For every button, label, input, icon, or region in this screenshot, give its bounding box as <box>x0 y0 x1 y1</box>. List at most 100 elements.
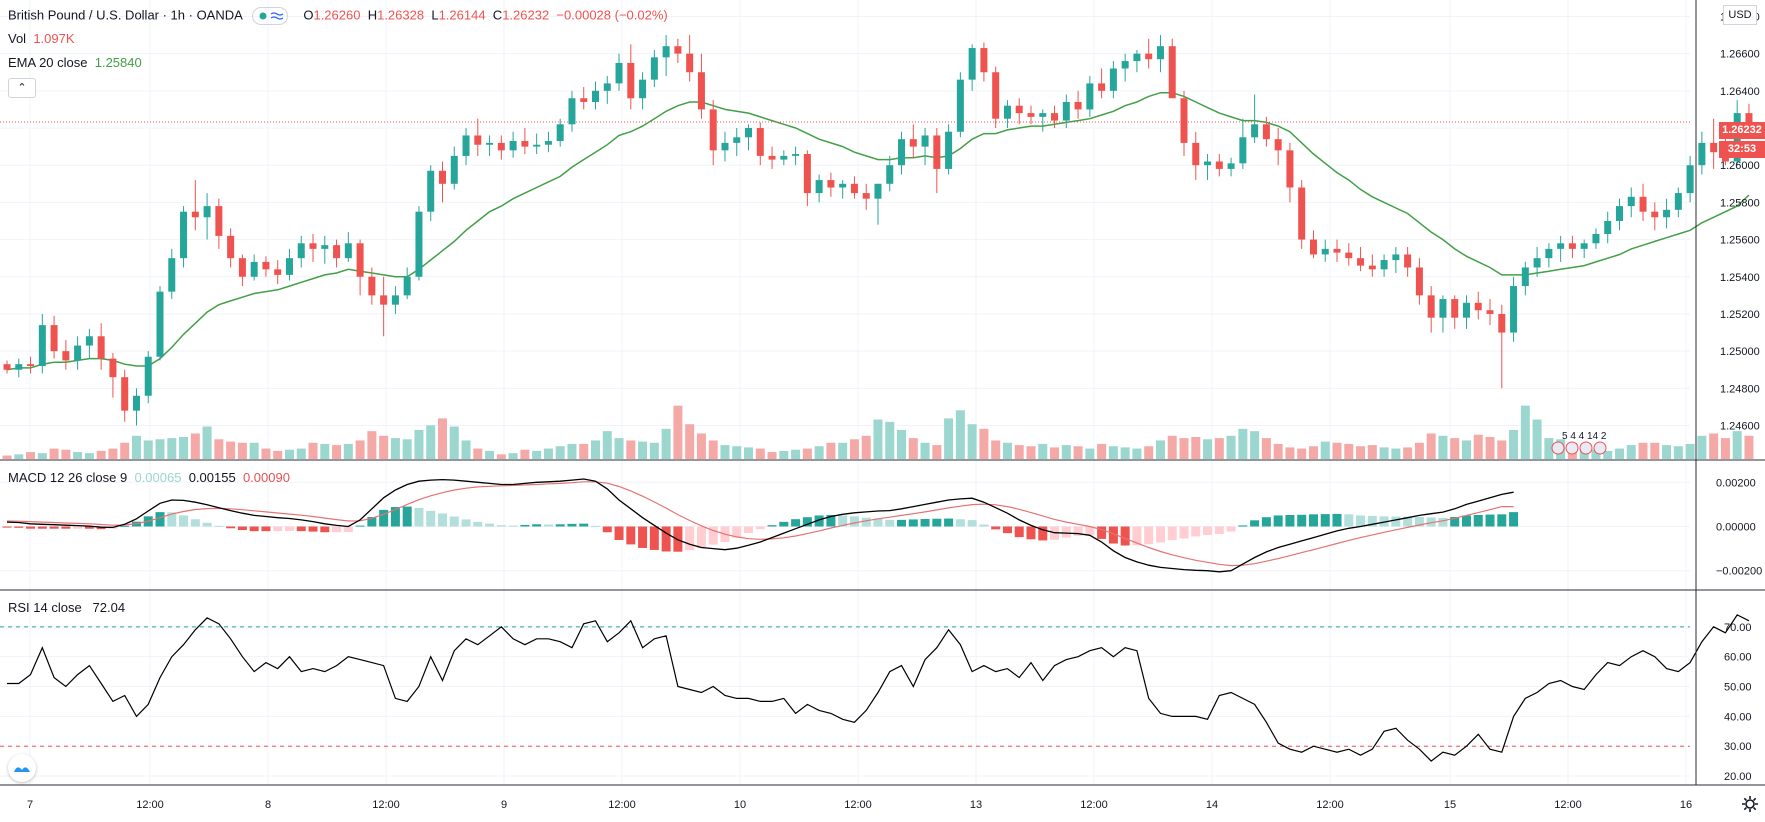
candle-body[interactable] <box>780 155 788 160</box>
candle-body[interactable] <box>556 124 564 142</box>
candle-body[interactable] <box>168 258 176 292</box>
candle-body[interactable] <box>1262 124 1270 140</box>
candle-body[interactable] <box>180 211 188 259</box>
candle-body[interactable] <box>1086 83 1094 110</box>
candle-body[interactable] <box>50 325 58 352</box>
candle-body[interactable] <box>462 135 470 156</box>
economic-event-flag-icon[interactable] <box>1551 441 1565 455</box>
candle-body[interactable] <box>497 142 505 151</box>
candle-body[interactable] <box>615 62 623 84</box>
candle-body[interactable] <box>1345 252 1353 259</box>
candle-body[interactable] <box>1498 313 1506 333</box>
candle-body[interactable] <box>627 62 635 99</box>
candle-body[interactable] <box>1427 295 1435 318</box>
candle-body[interactable] <box>898 139 906 166</box>
candle-body[interactable] <box>921 135 929 147</box>
candle-body[interactable] <box>850 183 858 194</box>
candle-body[interactable] <box>886 165 894 184</box>
candle-body[interactable] <box>238 258 246 277</box>
candle-body[interactable] <box>521 141 529 147</box>
candle-body[interactable] <box>686 53 694 73</box>
candle-body[interactable] <box>1180 98 1188 143</box>
candle-body[interactable] <box>862 193 870 199</box>
candle-body[interactable] <box>1156 46 1164 60</box>
candle-body[interactable] <box>1380 260 1388 270</box>
candle-body[interactable] <box>450 155 458 184</box>
visibility-toggle-icon[interactable] <box>251 7 288 25</box>
candle-body[interactable] <box>592 90 599 102</box>
candle-body[interactable] <box>144 356 152 396</box>
candle-body[interactable] <box>156 291 164 357</box>
candle-body[interactable] <box>1204 161 1212 166</box>
candle-body[interactable] <box>1404 254 1412 268</box>
candle-body[interactable] <box>380 295 388 305</box>
candle-body[interactable] <box>933 135 941 169</box>
candle-body[interactable] <box>1745 113 1753 123</box>
candle-body[interactable] <box>1651 211 1659 218</box>
candle-body[interactable] <box>1227 163 1235 169</box>
candle-body[interactable] <box>474 135 482 145</box>
candle-body[interactable] <box>203 206 211 218</box>
candle-body[interactable] <box>309 243 317 249</box>
candle-body[interactable] <box>1251 124 1259 138</box>
candle-body[interactable] <box>992 72 1000 119</box>
candle-body[interactable] <box>1415 267 1423 296</box>
candle-body[interactable] <box>1239 137 1247 164</box>
candle-body[interactable] <box>662 46 670 58</box>
candle-body[interactable] <box>285 258 293 275</box>
candle-body[interactable] <box>733 137 741 143</box>
candle-body[interactable] <box>968 48 976 80</box>
candle-body[interactable] <box>956 79 964 132</box>
candle-body[interactable] <box>1545 248 1553 259</box>
candle-body[interactable] <box>803 154 811 194</box>
tradingview-logo-icon[interactable] <box>8 754 36 782</box>
candle-body[interactable] <box>745 128 753 138</box>
candle-body[interactable] <box>97 336 105 359</box>
candle-body[interactable] <box>1074 101 1082 110</box>
candle-body[interactable] <box>697 72 705 110</box>
candle-body[interactable] <box>756 128 764 156</box>
candle-body[interactable] <box>391 295 399 305</box>
candle-body[interactable] <box>1298 187 1306 240</box>
candle-body[interactable] <box>792 154 800 156</box>
candle-body[interactable] <box>650 57 658 80</box>
rsi-legend[interactable]: RSI 14 close 72.04 <box>8 600 125 615</box>
volume-legend[interactable]: Vol 1.097K <box>8 31 75 46</box>
candle-body[interactable] <box>1392 254 1400 261</box>
candle-body[interactable] <box>368 276 376 296</box>
candle-body[interactable] <box>486 142 494 145</box>
gear-icon[interactable] <box>1740 794 1760 814</box>
candle-body[interactable] <box>344 243 352 259</box>
candle-body[interactable] <box>1109 68 1117 91</box>
candle-body[interactable] <box>415 211 423 277</box>
candle-body[interactable] <box>262 261 270 270</box>
candle-body[interactable] <box>427 170 435 212</box>
candle-body[interactable] <box>721 142 729 151</box>
candle-body[interactable] <box>1557 243 1565 249</box>
candle-body[interactable] <box>1592 234 1600 244</box>
candle-body[interactable] <box>1357 258 1365 266</box>
candle-body[interactable] <box>1521 267 1529 287</box>
symbol-legend[interactable]: British Pound / U.S. Dollar · 1h · OANDA… <box>8 7 668 25</box>
candle-body[interactable] <box>333 245 341 259</box>
candle-body[interactable] <box>1615 206 1623 221</box>
candle-body[interactable] <box>297 243 305 259</box>
candle-body[interactable] <box>3 364 11 370</box>
candle-body[interactable] <box>568 98 576 125</box>
candle-layer[interactable] <box>0 35 1753 455</box>
candle-body[interactable] <box>1439 299 1447 318</box>
economic-event-flag-icon[interactable] <box>1579 441 1593 455</box>
candle-body[interactable] <box>356 243 364 277</box>
candle-body[interactable] <box>1003 105 1011 119</box>
candle-body[interactable] <box>1533 258 1541 268</box>
candle-body[interactable] <box>403 276 411 296</box>
economic-event-flag-icon[interactable] <box>1593 441 1607 455</box>
currency-selector[interactable]: USD <box>1723 5 1757 25</box>
candle-body[interactable] <box>1286 150 1294 188</box>
candle-body[interactable] <box>768 155 776 160</box>
candle-body[interactable] <box>1686 165 1694 194</box>
candle-body[interactable] <box>191 211 199 218</box>
candle-body[interactable] <box>603 83 611 91</box>
